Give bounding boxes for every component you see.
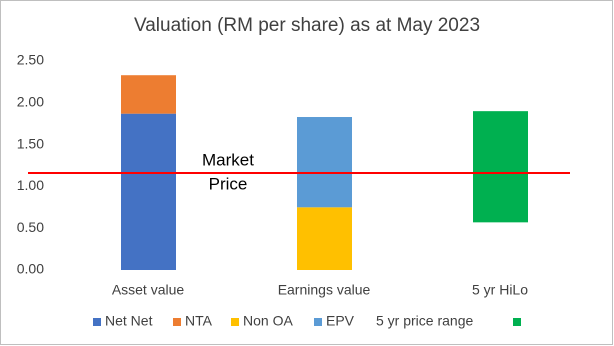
legend-marker <box>231 318 239 326</box>
legend-marker <box>513 318 521 326</box>
reference-label: Market <box>202 151 254 170</box>
bar-segment <box>297 207 352 270</box>
reference-label: Price <box>209 175 248 194</box>
legend-marker <box>93 318 101 326</box>
bar-segment <box>121 75 176 114</box>
chart-title: Valuation (RM per share) as at May 2023 <box>134 15 480 36</box>
legend-label: NTA <box>185 313 213 329</box>
y-tick-label: 1.00 <box>17 177 44 193</box>
legend-marker <box>173 318 181 326</box>
legend-label: EPV <box>326 313 355 329</box>
x-tick-label: Earnings value <box>278 282 371 298</box>
bar-segment <box>473 111 528 223</box>
y-tick-label: 1.50 <box>17 135 44 151</box>
legend-marker <box>314 318 322 326</box>
y-tick-label: 2.00 <box>17 94 44 110</box>
legend-label: Net Net <box>105 313 153 329</box>
bar-segment <box>297 117 352 208</box>
y-tick-label: 0.00 <box>17 261 44 277</box>
legend-label: 5 yr price range <box>376 313 473 329</box>
bar-segment <box>121 113 176 270</box>
x-tick-label: Asset value <box>112 282 185 298</box>
x-tick-label: 5 yr HiLo <box>472 282 528 298</box>
y-tick-label: 2.50 <box>17 52 44 68</box>
legend-label: Non OA <box>243 313 293 329</box>
y-tick-label: 0.50 <box>17 219 44 235</box>
